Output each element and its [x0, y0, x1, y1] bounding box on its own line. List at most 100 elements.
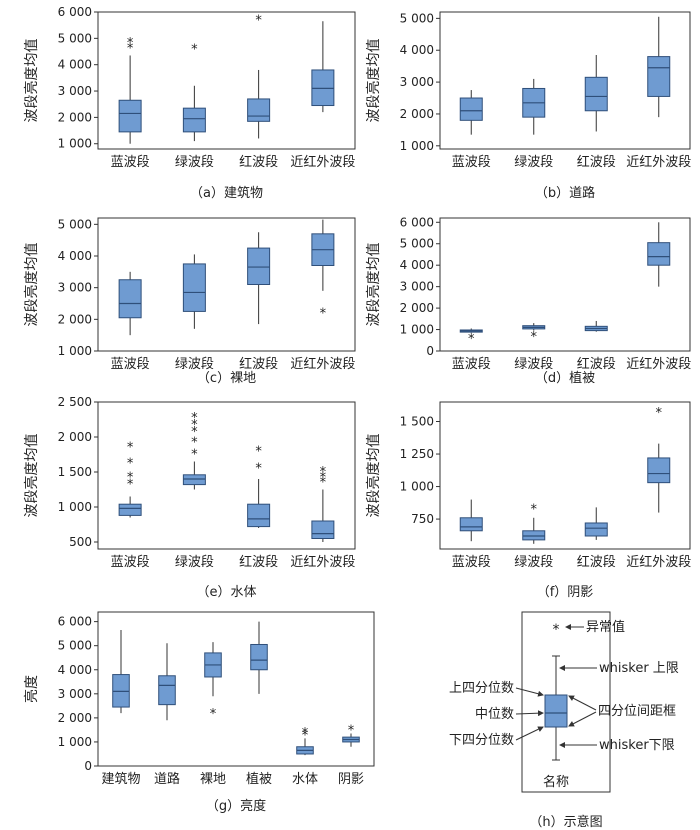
outlier-mark: * — [127, 457, 134, 472]
schematic-box — [544, 694, 568, 728]
category-label: 绿波段 — [514, 155, 553, 170]
y-tick-label: 4 000 — [58, 663, 92, 677]
box-b-0: 蓝波段 — [452, 90, 491, 170]
box-f-1: * 绿波段 — [514, 502, 553, 570]
outlier-mark: * — [191, 418, 198, 433]
box-g-2: * 裸地 — [200, 642, 226, 787]
box-c-2: 红波段 — [239, 232, 278, 372]
y-axis-label: 波段亮度均值 — [365, 39, 382, 123]
iqr-box — [118, 279, 142, 319]
y-tick-label: 4 000 — [58, 58, 92, 72]
category-label: 红波段 — [577, 554, 616, 570]
y-tick-label: 1 000 — [58, 137, 92, 151]
category-label: 植被 — [246, 772, 272, 787]
iqr-box — [247, 98, 271, 122]
box-c-3: * 近红外波段 — [290, 219, 355, 372]
y-tick-label: 3 000 — [400, 280, 434, 294]
category-label: 绿波段 — [514, 357, 553, 372]
y-axis-label: 亮度 — [23, 675, 40, 703]
arrow-q1 — [515, 726, 544, 741]
box-e-1: *****绿波段 — [175, 411, 214, 570]
y-tick-label: 3 000 — [58, 84, 92, 98]
legend-caption: （h）示意图 — [529, 814, 602, 830]
category-label: 绿波段 — [175, 555, 214, 570]
box-a-2: * 红波段 — [239, 14, 278, 170]
y-tick-label: 1 000 — [400, 139, 434, 153]
y-tick-label: 750 — [411, 512, 434, 526]
outlier-mark: * — [127, 478, 134, 493]
y-tick-label: 2 000 — [400, 107, 434, 121]
iqr-box — [247, 503, 271, 528]
outlier-mark: * — [127, 440, 134, 455]
y-tick-label: 2 500 — [58, 395, 92, 409]
outlier-mark: * — [255, 445, 262, 460]
category-label: 绿波段 — [175, 155, 214, 170]
plot-frame — [97, 217, 356, 352]
iqr-box — [112, 674, 130, 708]
category-label: 道路 — [154, 771, 180, 787]
plot-frame — [97, 401, 356, 550]
category-label: 蓝波段 — [111, 357, 150, 372]
box-e-2: ** 红波段 — [239, 445, 278, 570]
y-tick-label: 5 000 — [58, 31, 92, 45]
iqr-box — [250, 643, 268, 671]
iqr-box — [182, 107, 206, 133]
iqr-box — [647, 242, 671, 266]
outlier-mark: * — [320, 306, 327, 321]
panel-caption: （c）裸地 — [197, 371, 256, 386]
box-b-2: 红波段 — [577, 55, 616, 170]
legend-median-label: 中位数 — [475, 707, 514, 722]
outlier-mark: * — [127, 36, 134, 51]
y-tick-label: 0 — [84, 759, 92, 773]
outlier-mark: * — [656, 406, 663, 421]
box-c-0: 蓝波段 — [111, 271, 150, 372]
category-label: 裸地 — [200, 772, 226, 787]
iqr-box — [584, 522, 608, 537]
y-tick-label: 1 000 — [58, 344, 92, 358]
y-tick-label: 1 000 — [400, 480, 434, 494]
category-label: 近红外波段 — [290, 154, 355, 170]
box-d-2: 红波段 — [577, 320, 616, 372]
box-a-0: ** 蓝波段 — [111, 36, 150, 170]
plot-frame — [439, 401, 691, 550]
outlier-mark: * — [127, 41, 134, 56]
category-label: 阴影 — [338, 772, 364, 787]
y-tick-label: 5 000 — [400, 237, 434, 251]
box-f-3: * 近红外波段 — [626, 406, 691, 570]
y-tick-label: 1 000 — [400, 323, 434, 337]
outlier-mark: * — [302, 726, 309, 741]
plot-frame — [439, 11, 691, 150]
category-label: 蓝波段 — [452, 357, 491, 372]
category-label: 红波段 — [239, 554, 278, 570]
arrow-q3 — [515, 687, 544, 697]
legend-whisker-upper-label: whisker 上限 — [599, 661, 679, 676]
legend-iqr-label: 四分位间距框 — [598, 704, 676, 719]
box-g-4: **水体 — [292, 726, 318, 787]
outlier-mark: * — [320, 465, 327, 480]
legend-whisker-lower-label: whisker下限 — [599, 738, 675, 753]
y-axis-label: 波段亮度均值 — [365, 243, 382, 327]
iqr-box — [118, 503, 142, 516]
outlier-mark: * — [210, 707, 217, 722]
category-label: 近红外波段 — [626, 154, 691, 170]
box-e-3: *** 近红外波段 — [290, 465, 355, 570]
legend-q3-label: 上四分位数 — [449, 681, 514, 696]
panel-caption: （e）水体 — [197, 585, 257, 600]
box-a-1: * 绿波段 — [175, 43, 214, 170]
y-tick-label: 4 000 — [400, 258, 434, 272]
box-b-3: 近红外波段 — [626, 16, 691, 170]
outlier-mark: * — [127, 471, 134, 486]
y-tick-label: 1 250 — [400, 447, 434, 461]
y-axis-label: 波段亮度均值 — [23, 434, 40, 518]
outlier-mark: * — [320, 475, 327, 490]
y-tick-label: 6 000 — [58, 615, 92, 629]
y-tick-label: 500 — [69, 535, 92, 549]
y-tick-label: 0 — [426, 344, 434, 358]
box-f-0: 蓝波段 — [452, 499, 491, 570]
y-tick-label: 2 000 — [58, 711, 92, 725]
category-label: 蓝波段 — [452, 155, 491, 170]
